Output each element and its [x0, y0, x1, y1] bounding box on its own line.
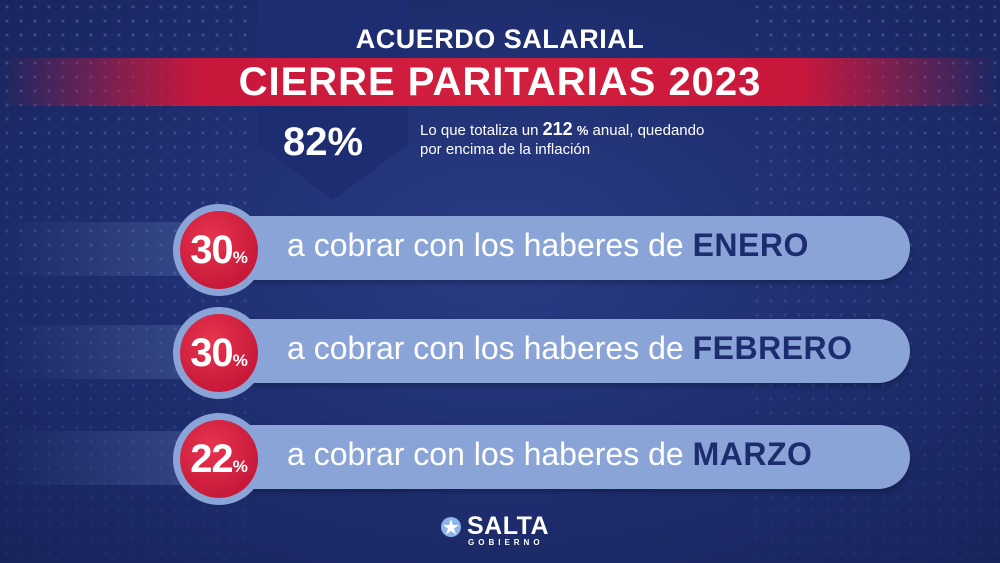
header-subtitle: ACUERDO SALARIAL: [355, 24, 645, 54]
installment-desc: a cobrar con los haberes de: [287, 227, 693, 263]
installment-row: a cobrar con los haberes de ENERO 30%: [0, 204, 1000, 296]
total-note-value: 212: [542, 119, 573, 139]
salta-logo: SALTA GOBIERNO: [440, 512, 570, 550]
percent-badge: 22%: [180, 420, 258, 498]
badge-value: 30: [190, 331, 233, 375]
total-note-prefix: Lo que totaliza un: [420, 122, 543, 139]
sun-star-icon: [441, 517, 461, 537]
badge-value: 22: [190, 437, 233, 481]
badge-symbol: %: [232, 351, 248, 370]
installment-desc: a cobrar con los haberes de: [287, 436, 693, 472]
installment-pill: [208, 319, 910, 383]
installment-row: a cobrar con los haberes de MARZO 22%: [0, 413, 1000, 505]
badge-symbol: %: [232, 457, 248, 476]
percent-badge: 30%: [180, 314, 258, 392]
installment-month: MARZO: [692, 436, 813, 472]
total-note-symbol: %: [576, 123, 589, 138]
logo-name: SALTA: [467, 512, 550, 540]
total-note-suffix: anual, quedando: [588, 122, 705, 139]
installment-row: a cobrar con los haberes de FEBRERO 30%: [0, 307, 1000, 399]
percent-badge: 30%: [180, 211, 258, 289]
total-note: Lo que totaliza un 212 % anual, quedando…: [420, 120, 780, 159]
installment-pill: [208, 216, 910, 280]
installment-pill: [208, 425, 910, 489]
installment-text: a cobrar con los haberes de FEBRERO: [287, 330, 853, 367]
installment-month: FEBRERO: [692, 330, 853, 366]
installment-desc: a cobrar con los haberes de: [287, 330, 693, 366]
page-title: CIERRE PARITARIAS 2023: [238, 60, 762, 104]
badge-value: 30: [190, 228, 233, 272]
installment-month: ENERO: [692, 227, 809, 263]
total-note-line2: por encima de la inflación: [420, 141, 591, 158]
title-banner: [0, 58, 1000, 106]
total-percent: 82%: [283, 120, 364, 164]
badge-symbol: %: [232, 248, 248, 267]
logo-subtitle: GOBIERNO: [468, 538, 544, 547]
installment-text: a cobrar con los haberes de ENERO: [287, 227, 809, 264]
installment-text: a cobrar con los haberes de MARZO: [287, 436, 812, 473]
